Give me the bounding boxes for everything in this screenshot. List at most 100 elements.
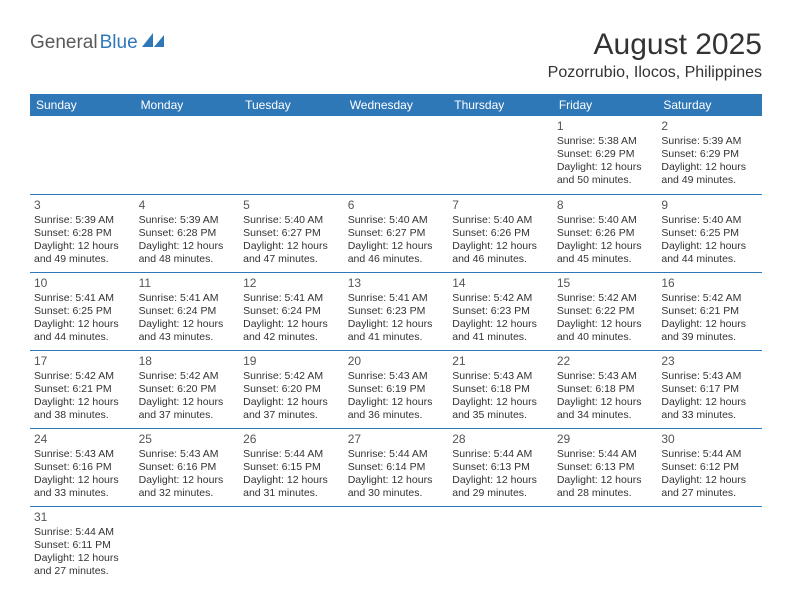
calendar-row: 10 Sunrise: 5:41 AM Sunset: 6:25 PM Dayligh… [30, 272, 762, 350]
sunset-text: Sunset: 6:26 PM [452, 227, 549, 240]
calendar-cell: 3Sunrise: 5:39 AMSunset: 6:28 PMDaylight… [30, 194, 135, 272]
day-number: 20 [348, 354, 445, 369]
day-number: 23 [661, 354, 758, 369]
sunrise-text: Sunrise: 5:40 AM [452, 214, 549, 227]
daylight-text: Daylight: 12 hours and 40 minutes. [557, 318, 654, 344]
calendar-cell [239, 506, 344, 584]
daylight-text: Daylight: 12 hours and 33 minutes. [34, 474, 131, 500]
sunset-text: Sunset: 6:29 PM [557, 148, 654, 161]
calendar-cell: 16Sunrise: 5:42 AMSunset: 6:21 PMDayligh… [657, 272, 762, 350]
sunrise-text: Sunrise: 5:43 AM [34, 448, 131, 461]
sunset-text: Sunset: 6:22 PM [557, 305, 654, 318]
day-number: 24 [34, 432, 131, 447]
sunrise-text: Sunrise: 5:42 AM [557, 292, 654, 305]
calendar-cell: 30Sunrise: 5:44 AMSunset: 6:12 PMDayligh… [657, 428, 762, 506]
daylight-text: Daylight: 12 hours and 34 minutes. [557, 396, 654, 422]
calendar-row: 1Sunrise: 5:38 AMSunset: 6:29 PMDaylight… [30, 116, 762, 194]
day-number: 10 [34, 276, 131, 291]
calendar-cell [448, 116, 553, 194]
calendar-cell [344, 506, 449, 584]
sunrise-text: Sunrise: 5:42 AM [139, 370, 236, 383]
daylight-text: Daylight: 12 hours and 45 minutes. [557, 240, 654, 266]
daylight-text: Daylight: 12 hours and 46 minutes. [348, 240, 445, 266]
logo-sail-icon [142, 33, 164, 47]
sunset-text: Sunset: 6:25 PM [34, 305, 131, 318]
day-number: 19 [243, 354, 340, 369]
daylight-text: Daylight: 12 hours and 50 minutes. [557, 161, 654, 187]
day-number: 13 [348, 276, 445, 291]
day-number: 8 [557, 198, 654, 213]
day-number: 21 [452, 354, 549, 369]
logo-text-blue: Blue [100, 32, 138, 54]
calendar-cell: 13Sunrise: 5:41 AMSunset: 6:23 PMDayligh… [344, 272, 449, 350]
sunrise-text: Sunrise: 5:44 AM [661, 448, 758, 461]
sunrise-text: Sunrise: 5:41 AM [348, 292, 445, 305]
sunset-text: Sunset: 6:18 PM [557, 383, 654, 396]
calendar-cell: 17Sunrise: 5:42 AMSunset: 6:21 PMDayligh… [30, 350, 135, 428]
calendar-cell: 29Sunrise: 5:44 AMSunset: 6:13 PMDayligh… [553, 428, 658, 506]
day-number: 18 [139, 354, 236, 369]
logo-text-general: General [30, 32, 98, 54]
sunset-text: Sunset: 6:20 PM [139, 383, 236, 396]
calendar-cell: 21Sunrise: 5:43 AMSunset: 6:18 PMDayligh… [448, 350, 553, 428]
calendar-cell [239, 116, 344, 194]
calendar-cell: 22Sunrise: 5:43 AMSunset: 6:18 PMDayligh… [553, 350, 658, 428]
weekday-header: Sunday [30, 94, 135, 116]
calendar-cell: 9Sunrise: 5:40 AMSunset: 6:25 PMDaylight… [657, 194, 762, 272]
daylight-text: Daylight: 12 hours and 49 minutes. [34, 240, 131, 266]
sunrise-text: Sunrise: 5:40 AM [243, 214, 340, 227]
day-number: 12 [243, 276, 340, 291]
title-block: August 2025 Pozorrubio, Ilocos, Philippi… [548, 28, 762, 82]
calendar-cell [657, 506, 762, 584]
day-number: 14 [452, 276, 549, 291]
sunset-text: Sunset: 6:15 PM [243, 461, 340, 474]
daylight-text: Daylight: 12 hours and 38 minutes. [34, 396, 131, 422]
sunrise-text: Sunrise: 5:39 AM [139, 214, 236, 227]
sunrise-text: Sunrise: 5:43 AM [452, 370, 549, 383]
calendar-cell: 24Sunrise: 5:43 AMSunset: 6:16 PMDayligh… [30, 428, 135, 506]
sunset-text: Sunset: 6:24 PM [243, 305, 340, 318]
sunset-text: Sunset: 6:26 PM [557, 227, 654, 240]
sunset-text: Sunset: 6:18 PM [452, 383, 549, 396]
calendar-cell: 12Sunrise: 5:41 AMSunset: 6:24 PMDayligh… [239, 272, 344, 350]
calendar-cell: 26Sunrise: 5:44 AMSunset: 6:15 PMDayligh… [239, 428, 344, 506]
sunset-text: Sunset: 6:24 PM [139, 305, 236, 318]
calendar-cell: 5Sunrise: 5:40 AMSunset: 6:27 PMDaylight… [239, 194, 344, 272]
weekday-header: Wednesday [344, 94, 449, 116]
calendar-cell: 15Sunrise: 5:42 AMSunset: 6:22 PMDayligh… [553, 272, 658, 350]
day-number: 17 [34, 354, 131, 369]
sunrise-text: Sunrise: 5:38 AM [557, 135, 654, 148]
sunrise-text: Sunrise: 5:42 AM [661, 292, 758, 305]
sunrise-text: Sunrise: 5:41 AM [243, 292, 340, 305]
weekday-header: Monday [135, 94, 240, 116]
daylight-text: Daylight: 12 hours and 35 minutes. [452, 396, 549, 422]
daylight-text: Daylight: 12 hours and 28 minutes. [557, 474, 654, 500]
logo: GeneralBlue [30, 28, 164, 54]
sunrise-text: Sunrise: 5:41 AM [139, 292, 236, 305]
sunrise-text: Sunrise: 5:42 AM [243, 370, 340, 383]
sunset-text: Sunset: 6:16 PM [139, 461, 236, 474]
calendar-cell: 7Sunrise: 5:40 AMSunset: 6:26 PMDaylight… [448, 194, 553, 272]
sunset-text: Sunset: 6:11 PM [34, 539, 131, 552]
sunrise-text: Sunrise: 5:44 AM [557, 448, 654, 461]
calendar-cell [344, 116, 449, 194]
calendar-row: 24Sunrise: 5:43 AMSunset: 6:16 PMDayligh… [30, 428, 762, 506]
weekday-header: Saturday [657, 94, 762, 116]
daylight-text: Daylight: 12 hours and 46 minutes. [452, 240, 549, 266]
day-number: 30 [661, 432, 758, 447]
calendar-cell: 4Sunrise: 5:39 AMSunset: 6:28 PMDaylight… [135, 194, 240, 272]
sunset-text: Sunset: 6:28 PM [34, 227, 131, 240]
sunrise-text: Sunrise: 5:43 AM [139, 448, 236, 461]
daylight-text: Daylight: 12 hours and 27 minutes. [34, 552, 131, 578]
location: Pozorrubio, Ilocos, Philippines [548, 64, 762, 82]
daylight-text: Daylight: 12 hours and 27 minutes. [661, 474, 758, 500]
daylight-text: Daylight: 12 hours and 31 minutes. [243, 474, 340, 500]
daylight-text: Daylight: 12 hours and 37 minutes. [139, 396, 236, 422]
day-number: 3 [34, 198, 131, 213]
daylight-text: Daylight: 12 hours and 48 minutes. [139, 240, 236, 266]
day-number: 6 [348, 198, 445, 213]
day-number: 29 [557, 432, 654, 447]
day-number: 15 [557, 276, 654, 291]
calendar-cell: 11Sunrise: 5:41 AMSunset: 6:24 PMDayligh… [135, 272, 240, 350]
day-number: 11 [139, 276, 236, 291]
